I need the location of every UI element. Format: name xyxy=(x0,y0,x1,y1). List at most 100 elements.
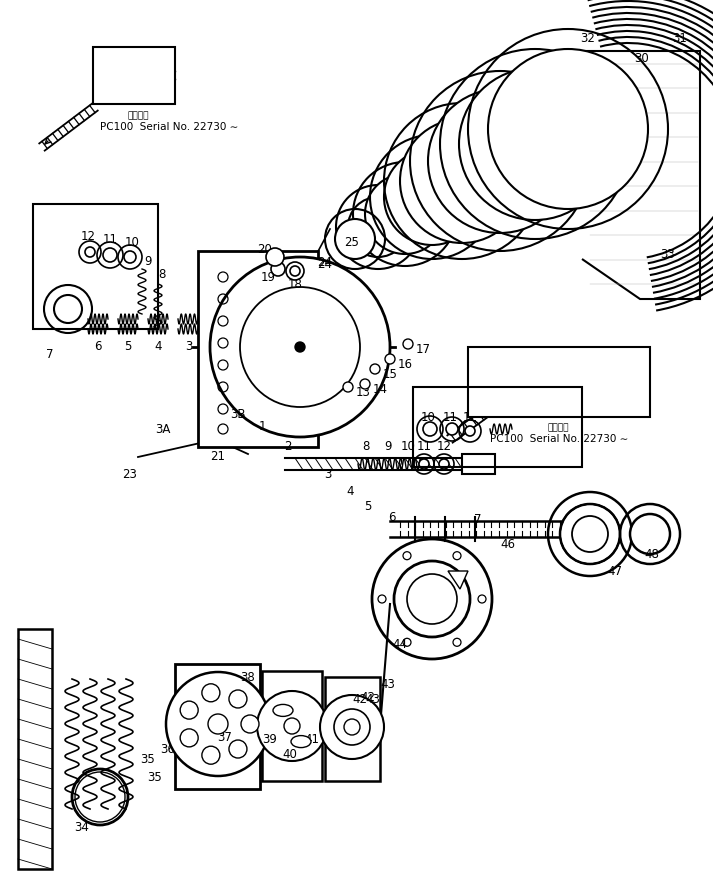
Circle shape xyxy=(290,267,300,277)
Ellipse shape xyxy=(291,736,311,748)
Text: 41: 41 xyxy=(304,732,319,745)
Text: 35: 35 xyxy=(140,752,155,766)
Circle shape xyxy=(423,422,437,436)
Text: 28: 28 xyxy=(545,105,560,119)
Text: 44: 44 xyxy=(392,637,408,651)
Ellipse shape xyxy=(273,705,293,716)
Text: 8: 8 xyxy=(158,268,165,281)
Circle shape xyxy=(370,364,380,375)
Text: 6: 6 xyxy=(94,340,102,353)
Text: 34: 34 xyxy=(75,821,89,833)
Circle shape xyxy=(180,702,198,719)
Text: 9: 9 xyxy=(384,440,391,453)
Circle shape xyxy=(365,175,445,255)
Text: 3B: 3B xyxy=(230,408,246,421)
Text: 12: 12 xyxy=(150,53,170,68)
Text: 40: 40 xyxy=(282,748,297,760)
Text: 15: 15 xyxy=(383,368,397,381)
Text: 3: 3 xyxy=(185,340,193,353)
Text: 42: 42 xyxy=(352,693,367,706)
Text: 48: 48 xyxy=(645,548,660,561)
Text: 24: 24 xyxy=(317,258,332,271)
Text: 30: 30 xyxy=(635,52,650,64)
Circle shape xyxy=(419,459,429,470)
Text: 11: 11 xyxy=(416,440,431,453)
Circle shape xyxy=(439,459,449,470)
Circle shape xyxy=(334,709,370,745)
Text: 5: 5 xyxy=(364,500,371,513)
Text: 10: 10 xyxy=(401,440,416,453)
Circle shape xyxy=(208,714,228,734)
Text: 18: 18 xyxy=(287,278,302,291)
Circle shape xyxy=(284,718,300,734)
Circle shape xyxy=(446,423,458,435)
Text: 12: 12 xyxy=(81,230,96,243)
Bar xyxy=(111,70,125,82)
Circle shape xyxy=(210,258,390,437)
Circle shape xyxy=(166,673,270,776)
Circle shape xyxy=(257,691,327,761)
Circle shape xyxy=(85,248,95,258)
Circle shape xyxy=(124,252,136,263)
Circle shape xyxy=(180,729,198,747)
Text: 1: 1 xyxy=(258,420,266,433)
Circle shape xyxy=(335,220,375,260)
Polygon shape xyxy=(18,630,52,869)
Circle shape xyxy=(630,515,670,554)
Text: 24: 24 xyxy=(317,256,332,270)
Circle shape xyxy=(229,740,247,759)
Circle shape xyxy=(488,50,648,210)
Circle shape xyxy=(572,516,608,552)
Bar xyxy=(33,205,158,329)
Text: 33: 33 xyxy=(661,248,675,261)
Text: 38: 38 xyxy=(240,671,255,684)
Text: 16: 16 xyxy=(398,358,413,371)
Text: 43: 43 xyxy=(381,678,396,691)
Text: 35: 35 xyxy=(148,771,163,783)
Text: 43: 43 xyxy=(366,693,381,706)
Circle shape xyxy=(229,690,247,709)
Bar xyxy=(413,387,582,467)
Text: 31: 31 xyxy=(672,32,687,45)
Text: 9: 9 xyxy=(144,255,152,268)
Text: 29: 29 xyxy=(595,74,610,86)
Bar xyxy=(93,48,175,104)
Text: 25: 25 xyxy=(424,187,439,200)
Text: 25: 25 xyxy=(344,236,359,249)
Circle shape xyxy=(459,68,611,220)
Text: 4: 4 xyxy=(347,485,354,498)
Text: 3A: 3A xyxy=(155,423,170,436)
Bar xyxy=(483,377,497,389)
Circle shape xyxy=(348,198,408,258)
Circle shape xyxy=(320,695,384,759)
Text: 20: 20 xyxy=(257,243,272,256)
Text: 14: 14 xyxy=(372,383,387,396)
Circle shape xyxy=(394,561,470,637)
Circle shape xyxy=(385,355,395,364)
Text: 適用号機: 適用号機 xyxy=(128,111,150,120)
Text: 12: 12 xyxy=(463,411,478,424)
Text: 7: 7 xyxy=(46,348,53,361)
Bar xyxy=(262,672,322,781)
Text: 21: 21 xyxy=(210,450,225,463)
Circle shape xyxy=(428,90,572,234)
Circle shape xyxy=(384,150,480,246)
Circle shape xyxy=(465,427,475,436)
Text: 42: 42 xyxy=(361,691,376,703)
Text: PC100  Serial No. 22730 ∼: PC100 Serial No. 22730 ∼ xyxy=(100,122,238,132)
Text: 36: 36 xyxy=(160,743,175,756)
Text: 3: 3 xyxy=(324,468,332,481)
Text: 4: 4 xyxy=(154,340,162,353)
Circle shape xyxy=(360,379,370,390)
Text: 適用号機: 適用号機 xyxy=(548,422,570,431)
Text: PC100  Serial No. 22730 ∼: PC100 Serial No. 22730 ∼ xyxy=(490,434,628,443)
Polygon shape xyxy=(448,572,468,589)
Circle shape xyxy=(560,505,620,565)
Text: 47: 47 xyxy=(607,565,622,578)
Circle shape xyxy=(202,684,220,702)
Bar xyxy=(468,348,650,418)
Bar xyxy=(462,455,495,474)
Circle shape xyxy=(241,716,259,733)
Text: 17: 17 xyxy=(416,343,431,356)
Text: 6: 6 xyxy=(389,511,396,524)
